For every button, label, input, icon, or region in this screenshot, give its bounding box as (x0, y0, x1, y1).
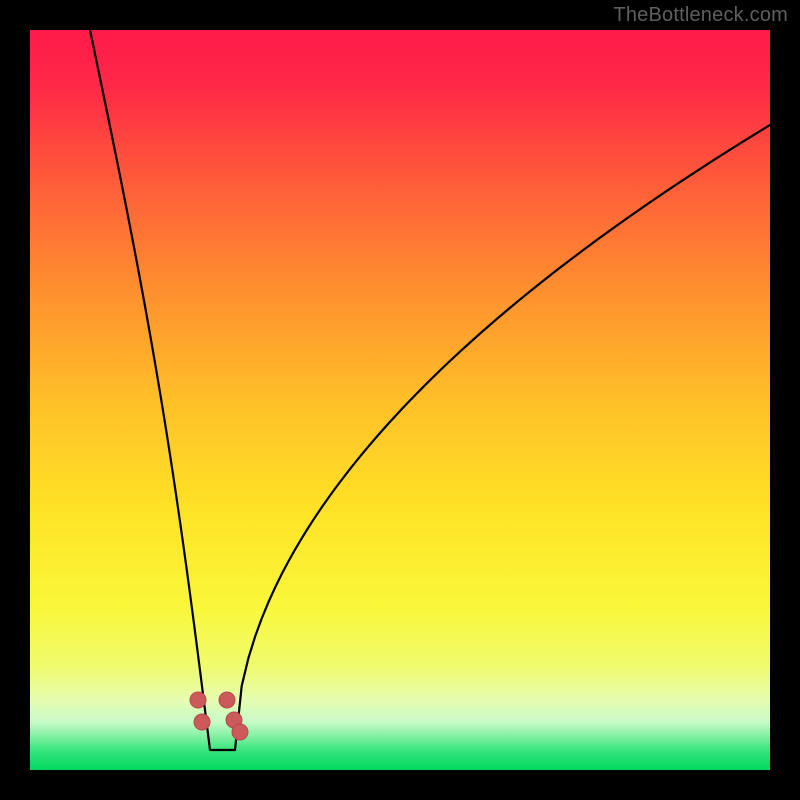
chart-svg (30, 30, 770, 770)
data-point-marker (219, 692, 235, 708)
data-point-marker (190, 692, 206, 708)
chart-outer-frame: TheBottleneck.com (0, 0, 800, 800)
plot-area (30, 30, 770, 770)
gradient-background (30, 30, 770, 770)
watermark-text: TheBottleneck.com (613, 4, 788, 27)
data-point-marker (194, 714, 210, 730)
data-point-marker (232, 724, 248, 740)
